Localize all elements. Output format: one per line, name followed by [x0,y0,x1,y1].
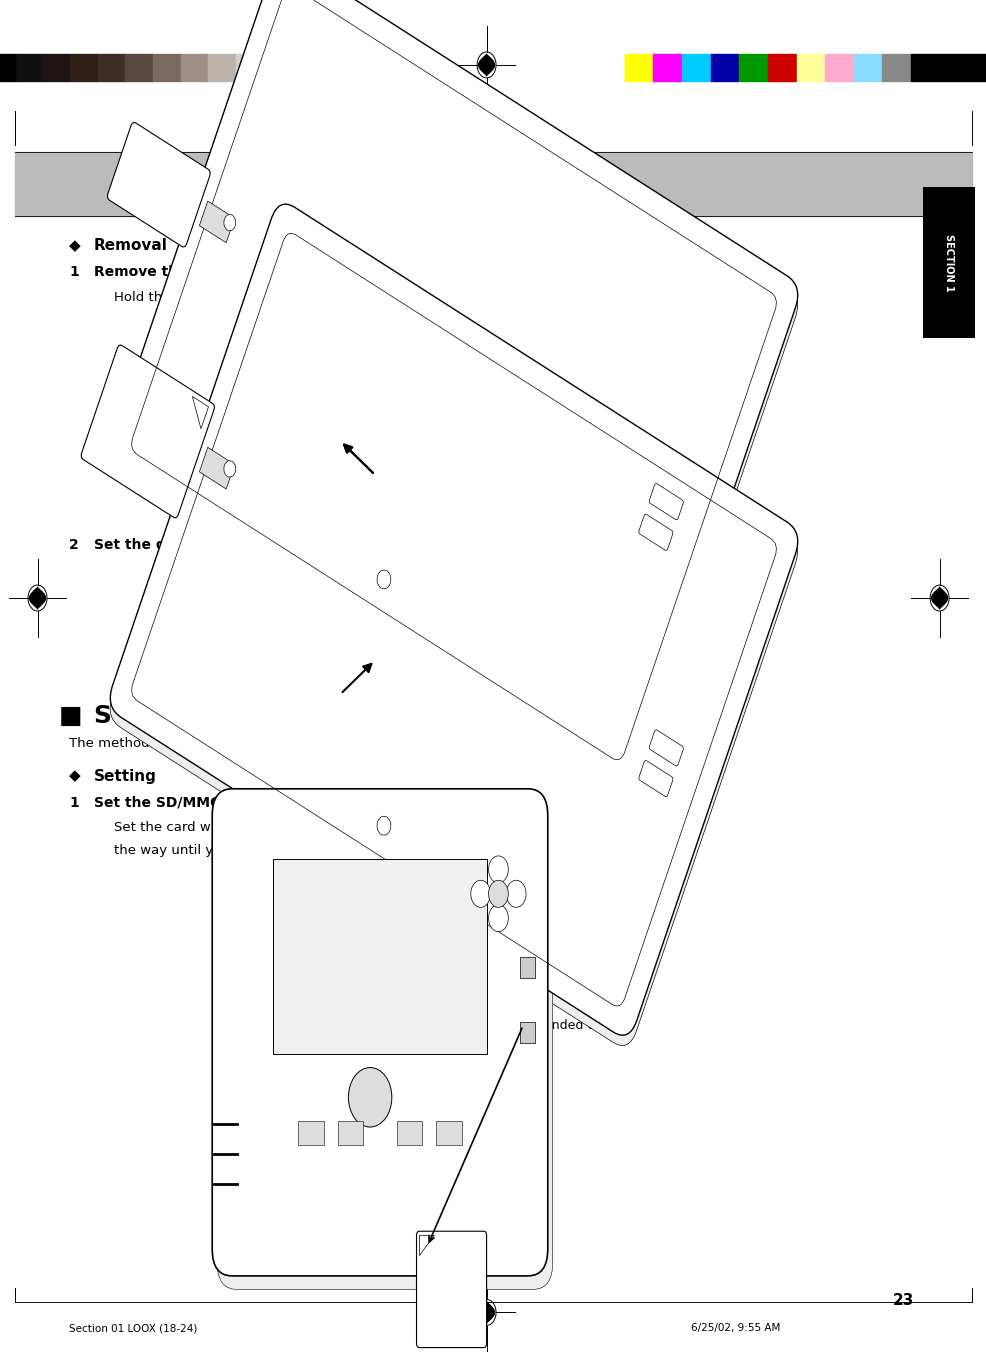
Circle shape [470,881,490,908]
Bar [70,54,98,81]
Bar [710,54,739,81]
Bar [881,54,910,81]
Bar [15,152,971,216]
Bar [739,54,767,81]
Bar [396,1120,422,1145]
FancyBboxPatch shape [107,123,210,248]
Polygon shape [29,586,46,610]
Bar [199,448,235,488]
Text: 1: 1 [69,265,79,279]
Circle shape [224,461,236,478]
FancyBboxPatch shape [212,789,547,1276]
FancyBboxPatch shape [416,1231,486,1348]
Text: Setting: Setting [94,769,157,783]
Text: Set the card with the rounded corner facing the bottom of this device and insert: Set the card with the rounded corner fac… [113,821,669,835]
Text: Projecting section: Projecting section [291,467,402,480]
FancyBboxPatch shape [638,760,672,797]
FancyBboxPatch shape [110,0,797,789]
Bar [180,54,208,81]
Bar [153,54,180,81]
Text: Removal: Removal [94,238,168,253]
FancyBboxPatch shape [649,729,682,766]
Polygon shape [930,586,948,610]
Bar [520,1022,534,1043]
Bar [922,187,974,338]
FancyBboxPatch shape [109,214,797,1046]
Text: ◆: ◆ [69,769,81,783]
Bar [0,54,15,81]
Text: 23: 23 [454,1323,466,1333]
Text: Remove the CF card.: Remove the CF card. [94,265,256,279]
Bar [824,54,853,81]
Text: Set the dummy card in place.: Set the dummy card in place. [94,538,323,552]
FancyBboxPatch shape [109,0,797,800]
FancyBboxPatch shape [638,514,672,551]
Bar [236,54,263,81]
Text: the way until you hear a click.: the way until you hear a click. [113,844,315,858]
Bar [767,54,796,81]
Bar [796,54,824,81]
Text: Set the SD/MMC card in place.: Set the SD/MMC card in place. [94,796,330,809]
Bar [853,54,881,81]
Circle shape [488,881,508,908]
Text: 23: 23 [892,1293,914,1308]
Bar [337,1120,363,1145]
Bar [681,54,710,81]
Text: ■: ■ [59,704,83,728]
Text: SECTION 1: SECTION 1 [943,234,953,291]
Text: Setting SD/MMC cards: Setting SD/MMC cards [94,704,407,728]
Circle shape [224,215,236,231]
Text: 2: 2 [69,538,79,552]
Bar [15,54,42,81]
Polygon shape [192,396,208,429]
FancyBboxPatch shape [110,204,797,1035]
Bar [273,859,486,1054]
FancyBboxPatch shape [649,483,682,520]
Polygon shape [419,1235,434,1256]
Text: The methods for setting/removing SD/MMC cards are as follows.: The methods for setting/removing SD/MMC … [69,737,496,751]
Bar [298,1120,323,1145]
Bar [125,54,153,81]
Text: Rounded corner: Rounded corner [528,1019,627,1032]
Text: Hold the card at its projecting section and pull it out.: Hold the card at its projecting section … [113,291,466,304]
Bar [520,957,534,978]
Circle shape [348,1068,391,1127]
Circle shape [506,881,526,908]
Text: 1: 1 [69,796,79,809]
Bar [436,1120,461,1145]
Bar [199,202,235,242]
Bar [98,54,125,81]
Text: 6/25/02, 9:55 AM: 6/25/02, 9:55 AM [690,1323,780,1333]
Bar [653,54,681,81]
Circle shape [377,570,390,589]
Polygon shape [477,53,495,77]
Circle shape [488,905,508,932]
Text: Section 01 LOOX (18-24): Section 01 LOOX (18-24) [69,1323,197,1333]
Bar [263,54,291,81]
Circle shape [488,856,508,884]
Bar [910,54,986,81]
Circle shape [377,816,390,835]
Bar [42,54,70,81]
Bar [208,54,236,81]
Polygon shape [477,1300,495,1325]
FancyBboxPatch shape [217,802,552,1289]
Bar [624,54,653,81]
Bar [291,54,306,81]
FancyBboxPatch shape [81,345,214,518]
Text: ◆: ◆ [69,238,81,253]
